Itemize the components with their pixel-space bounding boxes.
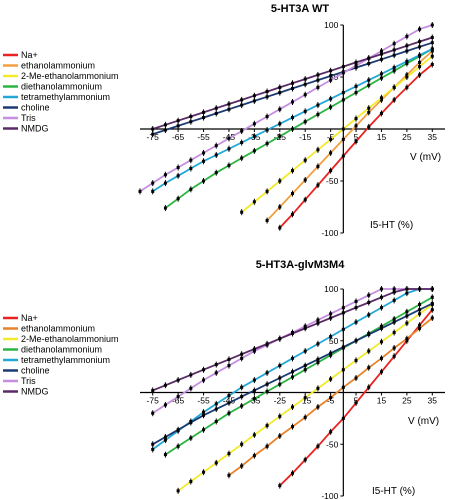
x-tick-label: -55 xyxy=(197,132,210,142)
x-tick-label: -65 xyxy=(172,132,185,142)
legend-entry: NMDG xyxy=(21,124,49,134)
legend-entry: Na+ xyxy=(21,313,38,323)
y-tick-label: -100 xyxy=(321,228,338,238)
x-tick-label: -75 xyxy=(147,396,160,406)
x-tick-label: 25 xyxy=(402,396,412,406)
legend-entry: 2-Me-ethanolammonium xyxy=(21,71,119,81)
legend-entry: Tris xyxy=(21,113,36,123)
chart-glvm3m4-ylabel: I5-HT (%) xyxy=(372,486,415,497)
x-tick-label: -55 xyxy=(197,396,210,406)
x-tick-label: 25 xyxy=(402,132,412,142)
legend-entry: tetramethylammonium xyxy=(21,355,110,365)
legend-entry: choline xyxy=(21,366,50,376)
legend-entry: tetramethylammonium xyxy=(21,92,110,102)
y-tick-label: 100 xyxy=(324,20,338,30)
legend-entry: ethanolammonium xyxy=(21,61,95,71)
x-tick-label: 35 xyxy=(428,132,438,142)
legend-entry: Na+ xyxy=(21,50,38,60)
x-tick-label: -65 xyxy=(172,396,185,406)
legend-entry: Tris xyxy=(21,376,36,386)
chart-wt-xlabel: V (mV) xyxy=(410,152,441,163)
x-tick-label: 15 xyxy=(377,396,387,406)
x-tick-label: -15 xyxy=(299,132,312,142)
x-tick-label: 5 xyxy=(354,132,359,142)
series-line-3 xyxy=(164,48,433,209)
legend-entry: diethanolammonium xyxy=(21,345,102,355)
y-tick-label: 100 xyxy=(324,284,338,294)
x-tick-label: -25 xyxy=(274,396,287,406)
x-tick-label: 15 xyxy=(377,132,387,142)
y-tick-label: 50 xyxy=(329,72,339,82)
series-line-2 xyxy=(241,55,433,213)
legend-entry: diethanolammonium xyxy=(21,82,102,92)
series-line-1 xyxy=(266,50,433,222)
x-tick-label: 35 xyxy=(428,396,438,406)
chart-glvm3m4-xlabel: V (mV) xyxy=(408,416,439,427)
legend-entry: choline xyxy=(21,103,50,113)
legend-entry: NMDG xyxy=(21,387,49,397)
y-tick-label: -50 xyxy=(326,176,339,186)
series-line-6 xyxy=(139,24,433,193)
chart-wt: 5-HT3A WT -75-65-55-45-35-25-15-55152535… xyxy=(3,3,445,238)
y-tick-label: 50 xyxy=(329,336,339,346)
series-line-3 xyxy=(164,296,433,456)
chart-glvm3m4: 5-HT3A-glvM3M4 -75-65-55-45-35-25-15-551… xyxy=(3,259,445,500)
legend-entry: ethanolammonium xyxy=(21,324,95,334)
legend-entry: 2-Me-ethanolammonium xyxy=(21,334,119,344)
chart-wt-title: 5-HT3A WT xyxy=(271,3,330,15)
chart-glvm3m4-title: 5-HT3A-glvM3M4 xyxy=(256,259,346,271)
chart-wt-ylabel: I5-HT (%) xyxy=(370,220,413,231)
y-tick-label: -50 xyxy=(326,439,339,449)
y-tick-label: -100 xyxy=(321,491,338,500)
